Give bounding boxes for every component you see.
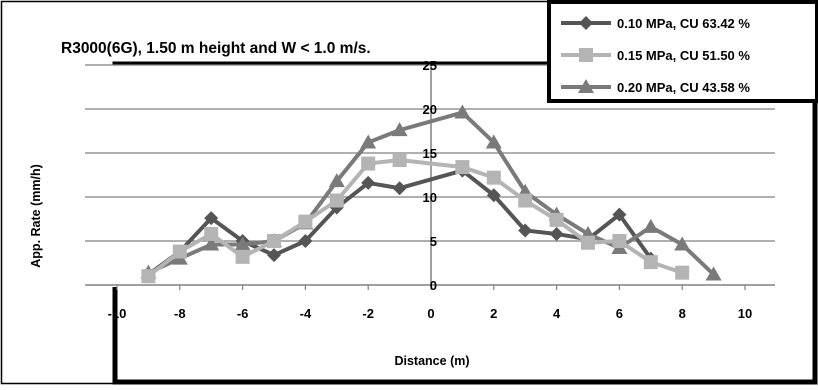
data-point-triangle <box>234 236 251 251</box>
data-point-square <box>392 153 407 168</box>
legend: 0.10 MPa, CU 63.42 % 0.15 MPa, CU 51.50 %… <box>547 0 818 103</box>
data-point-triangle <box>674 236 691 251</box>
x-tick-label: -8 <box>174 306 186 321</box>
x-tick-label: 0 <box>427 306 434 321</box>
data-point-square <box>549 212 564 227</box>
tick-labels: 0 5 10 15 20 25 -10 -8 -6 -4 -2 0 2 4 6 8 10 <box>108 58 753 321</box>
data-point-square <box>267 234 281 248</box>
y-tick-label: 20 <box>423 102 437 117</box>
data-point-diamond <box>612 207 627 222</box>
data-point-square <box>518 193 533 208</box>
data-point-square <box>329 193 344 208</box>
x-tick-label: 6 <box>616 306 623 321</box>
data-point-diamond <box>267 248 281 263</box>
y-tick-label: 25 <box>423 58 437 73</box>
data-point-triangle <box>705 266 722 281</box>
x-tick-label: 8 <box>679 306 686 321</box>
data-point-square <box>204 226 219 241</box>
data-point-triangle <box>360 134 377 149</box>
data-point-square <box>675 265 690 280</box>
y-tick-label: 5 <box>430 234 437 249</box>
x-tick-label: 10 <box>738 306 752 321</box>
x-axis-title: Distance (m) <box>394 354 469 368</box>
data-point-square <box>581 235 595 250</box>
x-tick-label: 4 <box>553 306 561 321</box>
data-point-diamond <box>486 188 501 203</box>
data-point-diamond <box>204 211 219 226</box>
legend-box <box>547 0 818 103</box>
data-point-square <box>612 234 627 248</box>
data-point-triangle <box>642 218 659 233</box>
chart-title: R3000(6G), 1.50 m height and W < 1.0 m/s… <box>61 40 371 57</box>
data-point-square <box>579 48 593 62</box>
data-point-square <box>361 156 376 171</box>
data-point-triangle <box>485 134 502 149</box>
series-group <box>140 104 722 284</box>
data-point-square <box>455 160 470 175</box>
x-tick-label: -2 <box>362 306 374 321</box>
data-point-square <box>141 269 156 284</box>
data-point-square <box>643 255 658 270</box>
legend-label: 0.20 MPa, CU 43.58 % <box>617 80 750 95</box>
data-point-diamond <box>392 181 407 196</box>
data-point-diamond <box>579 16 593 30</box>
x-tick-label: -10 <box>108 306 127 321</box>
data-point-triangle <box>328 173 345 188</box>
data-point-triangle <box>578 79 594 93</box>
data-point-square <box>486 170 501 185</box>
data-point-triangle <box>391 122 408 137</box>
y-tick-label: 10 <box>423 190 437 205</box>
x-tick-label: -4 <box>300 306 312 321</box>
y-tick-label: 0 <box>430 278 437 293</box>
data-point-triangle <box>203 236 220 251</box>
x-tick-label: 2 <box>490 306 497 321</box>
legend-label: 0.15 MPa, CU 51.50 % <box>617 48 750 63</box>
axes <box>85 65 775 290</box>
x-tick-label: -6 <box>237 306 249 321</box>
data-point-diamond <box>549 226 564 241</box>
data-point-square <box>172 244 187 259</box>
data-point-square <box>235 249 250 264</box>
data-point-triangle <box>454 104 471 119</box>
series-line <box>147 168 653 277</box>
data-point-diamond <box>518 223 533 238</box>
y-axis-title: App. Rate (mm/h) <box>29 164 43 267</box>
legend-label: 0.10 MPa, CU 63.42 % <box>617 16 750 31</box>
data-point-diamond <box>298 234 313 248</box>
data-point-diamond <box>361 175 376 190</box>
y-tick-label: 15 <box>423 146 437 161</box>
data-point-square <box>298 214 313 229</box>
